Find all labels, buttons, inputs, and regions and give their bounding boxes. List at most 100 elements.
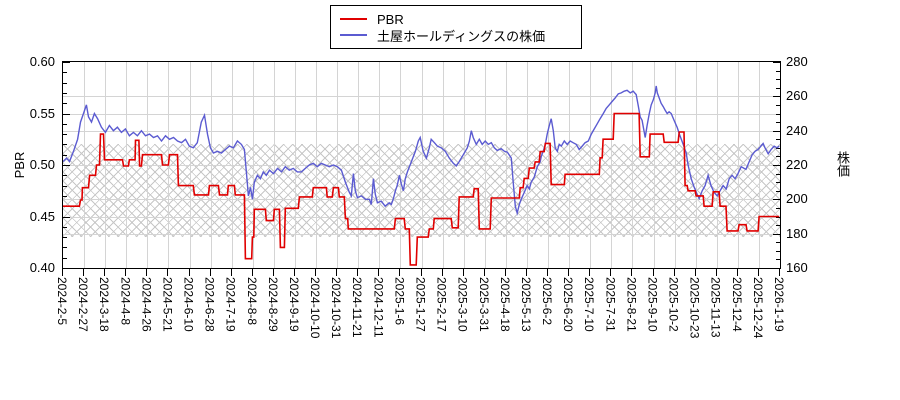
x-tick-label: 2024-2-5 [55,277,69,326]
legend-item-pbr: PBR [340,11,581,27]
x-tick-mark [462,269,464,276]
y-right-minor-tick [776,79,780,81]
x-tick-mark [715,269,717,276]
gridline-vertical [105,62,107,268]
gridline-vertical [526,62,528,268]
y-left-tick-label: 0.45 [29,208,55,224]
x-tick-label: 2024-3-18 [97,277,112,332]
x-tick-label: 2025-3-10 [455,277,470,332]
gridline-vertical [126,62,128,268]
y-right-tick-label: 160 [786,260,808,275]
x-tick-mark [83,269,85,276]
x-tick-mark [694,269,696,276]
x-tick-mark [230,269,232,276]
y-left-minor-tick [63,123,67,125]
gridline-vertical [358,62,360,268]
x-tick-mark [188,269,190,276]
x-tick-mark [673,269,675,276]
x-tick-label: 2024-10-31 [329,277,344,339]
x-tick-label: 2025-6-20 [561,277,576,332]
x-tick-label: 2025-5-13 [518,277,533,332]
x-tick-mark [294,269,295,276]
x-tick-label: 2025-1-27 [413,277,428,332]
x-tick-label: 2024-4-26 [139,277,154,332]
x-tick-mark [736,269,738,276]
gridline-vertical [674,62,676,268]
x-tick-mark [315,269,317,276]
x-tick-mark [757,269,759,276]
gridline-vertical [147,62,149,268]
gridline-vertical [463,62,465,268]
gridline-vertical [421,62,423,268]
x-tick-mark [652,269,654,276]
y-left-minor-tick [63,92,67,94]
x-tick-mark [525,269,527,276]
y-left-minor-tick [63,247,67,249]
gridline-vertical [569,62,571,268]
y-right-major-tick [773,233,780,235]
x-tick-mark [209,269,211,276]
y-left-minor-tick [63,237,67,239]
stock-price-series-line [63,85,780,216]
y-right-minor-tick [776,242,780,244]
x-tick-label: 2024-12-11 [371,277,386,338]
y-right-major-tick [773,199,780,201]
x-tick-mark [378,269,380,276]
x-tick-label: 2024-8-29 [265,277,280,332]
x-tick-mark [420,269,422,276]
gridline-vertical [295,62,296,268]
y-right-tick-label: 220 [786,157,808,172]
y-left-major-tick [63,165,70,166]
y-right-minor-tick [776,173,780,175]
x-tick-mark [251,269,253,276]
x-tick-label: 2024-6-28 [202,277,217,332]
x-tick-label: 2024-8-8 [244,277,259,326]
y-right-major-tick [773,165,780,166]
y-right-major-tick [773,268,780,269]
y-left-major-tick [63,62,70,63]
stock-price-line-sample-icon [340,34,367,36]
x-tick-mark [589,269,591,276]
x-tick-label: 2024-6-10 [181,277,196,332]
y-right-minor-tick [776,87,780,89]
x-tick-label: 2025-2-17 [434,277,449,332]
right-axis-title: 株価 [835,151,850,177]
y-right-minor-tick [776,113,780,115]
y-left-minor-tick [63,103,67,105]
gridline-vertical [252,62,254,268]
legend-label-pbr: PBR [377,11,404,27]
x-tick-label: 2025-12-4 [729,277,744,332]
gridline-vertical [758,62,760,268]
x-tick-label: 2026-1-19 [772,277,786,332]
gridline-vertical [231,62,233,268]
y-right-minor-tick [776,156,780,158]
gridline-vertical [590,62,592,268]
series-layer [63,85,780,266]
gridline-vertical [273,62,275,268]
x-tick-label: 2025-8-21 [624,277,639,332]
y-left-major-tick [63,216,70,218]
x-tick-mark [125,269,127,276]
gridline-vertical [400,62,402,268]
y-right-minor-tick [776,147,780,149]
gridline-vertical [548,62,549,268]
y-right-minor-tick [776,182,780,184]
x-tick-mark [441,269,443,276]
gridline-vertical [484,62,486,268]
x-tick-label: 2025-4-18 [497,277,512,332]
gridline-vertical [737,62,739,268]
gridline-vertical [653,62,655,268]
gridline-vertical [611,62,613,268]
gridline-vertical [84,62,86,268]
x-tick-mark [167,269,169,276]
y-left-minor-tick [63,195,67,197]
x-tick-mark [631,269,633,276]
x-tick-mark [779,269,780,276]
y-left-minor-tick [63,226,67,228]
gridline-vertical [505,62,507,268]
x-tick-label: 2024-10-10 [308,277,323,339]
y-right-tick-label: 280 [786,54,808,69]
x-tick-label: 2025-7-10 [582,277,597,332]
x-tick-mark [357,269,359,276]
